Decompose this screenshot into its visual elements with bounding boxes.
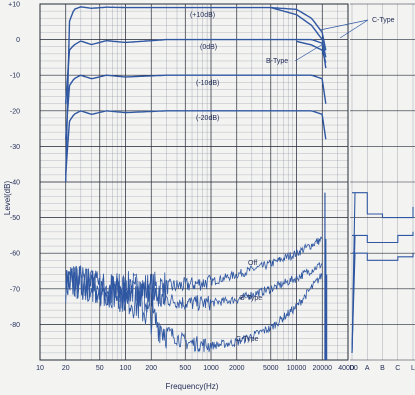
- x-tick-label: 500: [179, 365, 191, 372]
- y-tick-label: 0: [16, 37, 20, 44]
- response-line-2: [65, 74, 327, 140]
- x-tick-label: 20000: [313, 365, 333, 372]
- weighting-label: D: [349, 365, 354, 372]
- b-type-callout-label: B-Type: [266, 58, 288, 65]
- x-tick-label: 20: [62, 365, 70, 372]
- y-tick-label: -50: [10, 215, 20, 222]
- response-line-0: [65, 6, 327, 183]
- weighted-noise-2: [351, 252, 414, 353]
- weighting-label: L: [411, 365, 415, 372]
- b-type-leader: [294, 43, 324, 62]
- noise-line-2: [65, 265, 323, 353]
- level-label-minus10: (-10dB): [196, 80, 219, 87]
- weighted-noise-1: [351, 231, 414, 353]
- noise-label-b-type: B-Type: [240, 295, 262, 302]
- response-line-5: [296, 40, 327, 63]
- y-tick-label: -70: [10, 286, 20, 293]
- y-tick-label: -20: [10, 108, 20, 115]
- x-axis-title: Frequency(Hz): [166, 382, 219, 391]
- x-tick-label: 2000: [229, 365, 245, 372]
- y-tick-label: -40: [10, 180, 20, 187]
- x-tick-label: 40000: [338, 365, 358, 372]
- noise-label-c-type: C-Type: [236, 336, 259, 343]
- y-axis-title: Level(dB): [3, 181, 12, 216]
- x-tick-label: 10000: [287, 365, 307, 372]
- weighting-label: C: [395, 365, 400, 372]
- weighting-label: A: [365, 365, 370, 372]
- noise-label-off: Off: [248, 260, 257, 267]
- callouts: [294, 19, 369, 62]
- x-tick-label: 10: [36, 365, 44, 372]
- weighted-noise-0: [351, 192, 414, 353]
- y-tick-label: -10: [10, 73, 20, 80]
- x-tick-label: 5000: [263, 365, 279, 372]
- plot-frame: [39, 3, 349, 361]
- x-tick-label: 50: [96, 365, 104, 372]
- x-tick-label: 200: [145, 365, 157, 372]
- response-line-4: [270, 6, 327, 58]
- level-label-minus20: (-20dB): [196, 115, 219, 122]
- x-tick-label: 1000: [203, 365, 219, 372]
- series-layer: [65, 6, 414, 360]
- response-line-3: [65, 110, 327, 175]
- c-type-leader-1: [319, 19, 369, 31]
- y-tick-label: -80: [10, 322, 20, 329]
- level-label-plus10: (+10dB): [190, 12, 215, 19]
- tick-labels: 10 20 50 100 200 500 1000 2000 5000 10000 20000 400…: [8, 2, 415, 373]
- c-type-callout-label: C-Type: [372, 17, 395, 24]
- y-tick-label: -30: [10, 144, 20, 151]
- level-label-0: (0dB): [200, 44, 217, 51]
- response-line-1: [65, 38, 327, 104]
- x-tick-label: 100: [120, 365, 132, 372]
- y-tick-label: +10: [8, 2, 20, 9]
- c-type-leader-2: [339, 19, 369, 39]
- weighting-label: B: [380, 365, 385, 372]
- y-tick-label: -60: [10, 251, 20, 258]
